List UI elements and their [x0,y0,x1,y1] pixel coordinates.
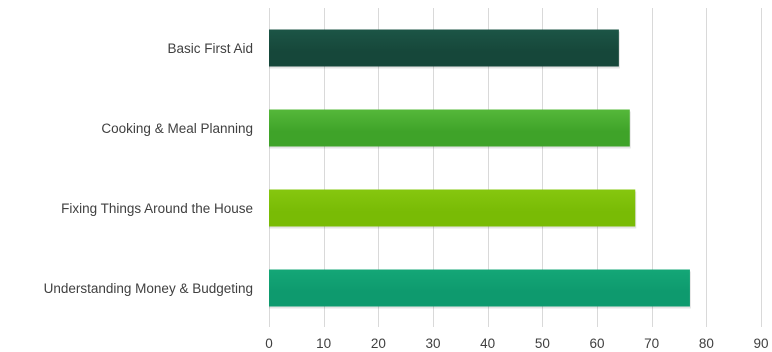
x-tick-label-90: 90 [753,336,768,351]
x-tick-label-50: 50 [535,336,550,351]
category-labels: Basic First Aid Cooking & Meal Planning Fi… [44,41,253,296]
bar-cooking-meal-planning [269,109,630,147]
category-label: Fixing Things Around the House [61,201,253,216]
x-tick-label-60: 60 [589,336,604,351]
x-tick-label-20: 20 [371,336,386,351]
x-tick-label-40: 40 [480,336,495,351]
x-tick-label-30: 30 [425,336,440,351]
bar-basic-first-aid [269,29,619,67]
x-tick-label-0: 0 [265,336,273,351]
bar-understanding-money-budgeting [269,269,690,307]
x-tick-label-80: 80 [699,336,714,351]
category-label: Understanding Money & Budgeting [44,281,253,296]
x-tick-label-10: 10 [316,336,331,351]
bar-layer [269,29,691,309]
x-axis-tick-labels: 0 10 20 30 40 50 60 70 80 90 [265,336,768,351]
x-tick-label-70: 70 [644,336,659,351]
bar-fixing-things-around-the-house [269,189,636,227]
category-label: Cooking & Meal Planning [101,121,253,136]
category-label: Basic First Aid [167,41,253,56]
